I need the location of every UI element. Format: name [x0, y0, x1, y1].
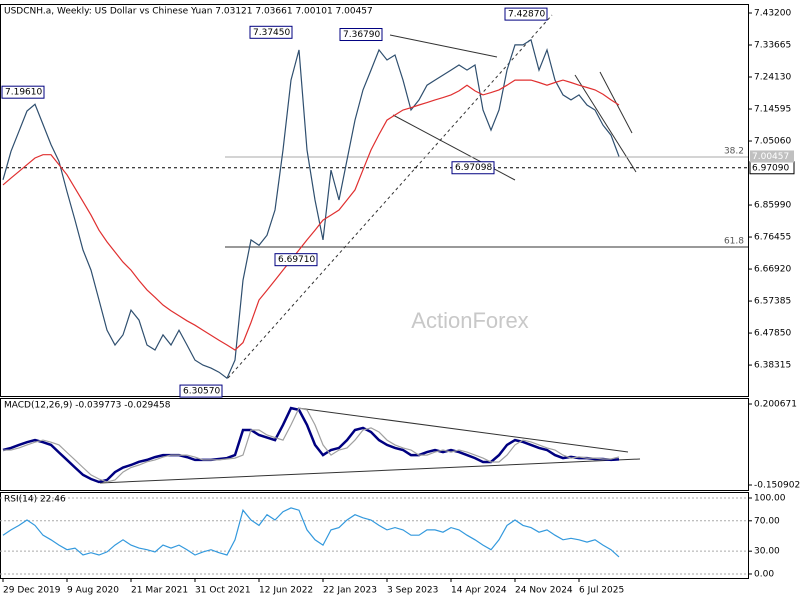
- panel-frame: [0, 492, 749, 579]
- annotation-box: [274, 253, 318, 267]
- fib-label: 61.8: [724, 236, 744, 246]
- annotation-label: 7.19610: [5, 88, 42, 98]
- trend-line: [392, 114, 516, 181]
- annotation-box: [504, 7, 548, 21]
- annotation-label: 7.36790: [343, 30, 380, 40]
- watermark: ActionForex: [411, 308, 528, 333]
- x-tick-label: 6 Jul 2025: [579, 586, 624, 596]
- panel-title: MACD(12,26,9) -0.039773 -0.029458: [4, 401, 171, 411]
- y-tick-label: 6.66920: [754, 265, 791, 275]
- y-tick-label: 100.00: [754, 494, 786, 504]
- panel-frame: [0, 398, 749, 491]
- y-tick-label: 0.00: [754, 569, 774, 579]
- panel-frame: [0, 4, 749, 397]
- x-tick-label: 31 Oct 2021: [195, 586, 251, 596]
- y-tick-label: 7.14595: [754, 105, 791, 115]
- annotation-label: 6.69710: [278, 255, 315, 265]
- y-tick-label: 7.33665: [754, 41, 791, 51]
- last-price-label: 7.00457: [752, 152, 789, 162]
- y-tick-label: 6.57385: [754, 297, 791, 307]
- panel-title: USDCNH.a, Weekly: US Dollar vs Chinese Y…: [4, 7, 373, 17]
- y-tick-label: 6.85990: [754, 201, 791, 211]
- y-tick-label: 6.47850: [754, 329, 791, 339]
- x-tick-label: 21 Mar 2021: [131, 586, 188, 596]
- x-tick-label: 22 Jan 2023: [323, 586, 377, 596]
- y-tick-label: 7.43200: [754, 8, 791, 18]
- annotation-box: [451, 161, 495, 175]
- annotation-label: 6.97098: [455, 163, 492, 173]
- y-tick-label: 70.00: [754, 516, 780, 526]
- x-tick-label: 29 Dec 2019: [3, 586, 61, 596]
- last-price-marker: [750, 150, 794, 163]
- annotation-label: 7.42870: [508, 10, 545, 20]
- x-tick-label: 14 Apr 2024: [451, 586, 507, 596]
- panel-title: RSI(14) 22.46: [4, 495, 66, 505]
- series-line: [2, 79, 620, 351]
- series-line: [2, 407, 620, 483]
- y-tick-label: 7.05060: [754, 137, 791, 147]
- trend-line: [297, 407, 629, 453]
- x-tick-label: 9 Aug 2020: [67, 586, 119, 596]
- annotation-box: [249, 25, 293, 39]
- annotation-label: 6.30570: [183, 387, 220, 397]
- x-tick-label: 12 Jun 2022: [259, 586, 313, 596]
- trend-lines: [99, 14, 641, 484]
- annotation-box: [1, 85, 45, 99]
- trend-line: [389, 34, 498, 58]
- annotation-box: [179, 384, 223, 398]
- y-tick-label: 0.200671: [754, 399, 797, 409]
- x-tick-label: 3 Sep 2023: [387, 586, 438, 596]
- y-tick-label: -0.150902: [754, 481, 800, 491]
- trend-line: [99, 458, 641, 484]
- y-tick-label: 6.38315: [754, 361, 791, 371]
- y-tick-label: 30.00: [754, 547, 780, 557]
- annotation-label: 7.37450: [253, 28, 290, 38]
- x-tick-label: 24 Nov 2024: [515, 586, 573, 596]
- y-tick-label: 7.24130: [754, 73, 791, 83]
- price-marker-label: 6.97090: [752, 163, 789, 173]
- annotation-box: [339, 28, 383, 42]
- series-line: [2, 406, 620, 484]
- series-line: [2, 38, 620, 380]
- fib-label: 38.2: [724, 147, 744, 157]
- y-tick-label: 6.76455: [754, 233, 791, 243]
- series-line: [2, 507, 620, 558]
- trend-line: [574, 74, 637, 173]
